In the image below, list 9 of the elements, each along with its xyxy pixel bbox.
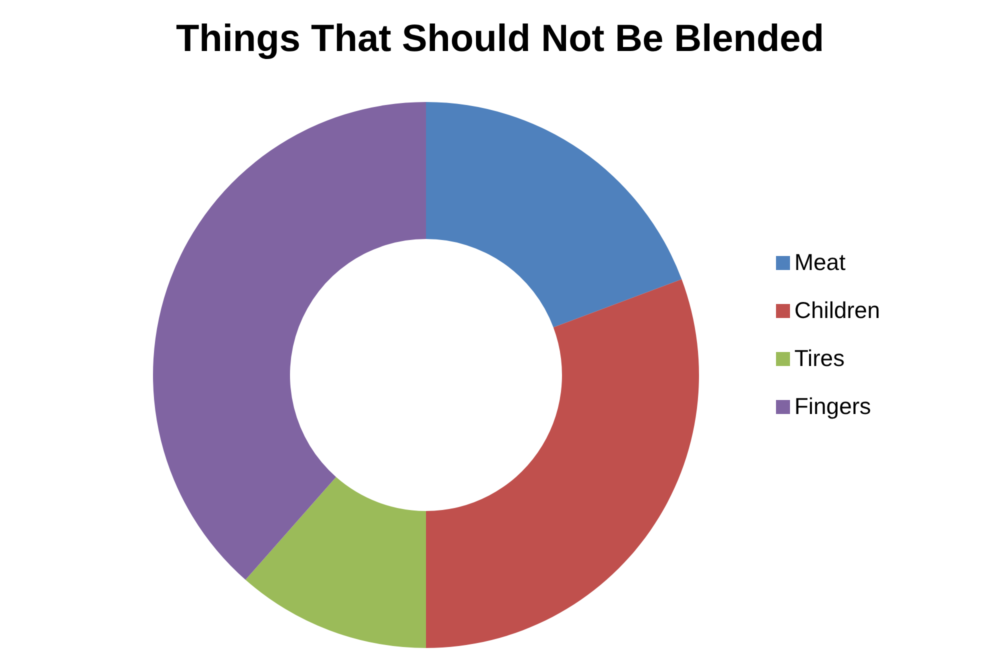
legend-label: Meat <box>794 248 846 274</box>
legend-label: Children <box>794 296 880 322</box>
donut-slice <box>426 102 682 328</box>
legend-label: Fingers <box>794 392 872 418</box>
donut-slice <box>426 279 699 648</box>
donut-slice <box>153 102 426 580</box>
donut-slice <box>245 477 426 648</box>
chart-title: Things That Should Not Be Blended <box>174 18 826 61</box>
legend-label: Tires <box>794 344 845 370</box>
